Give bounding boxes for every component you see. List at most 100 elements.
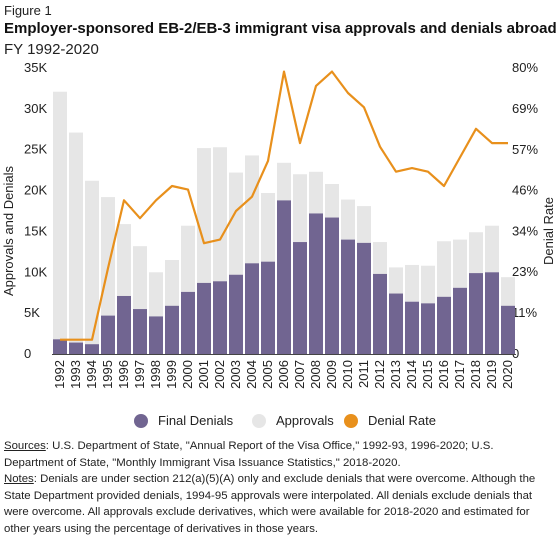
y-tick-label: 35K — [24, 60, 47, 75]
bar-approvals-1996 — [117, 224, 131, 296]
bar-approvals-2001 — [197, 148, 211, 283]
sources-note: Sources: U.S. Department of State, "Annu… — [4, 438, 556, 471]
bar-series — [53, 91, 515, 354]
bar-final-denials-2012 — [373, 273, 387, 354]
bar-final-denials-2013 — [389, 293, 403, 354]
x-tick-label: 1998 — [148, 360, 163, 389]
bar-final-denials-1998 — [149, 316, 163, 354]
right-axis-ticks: 0 11% 23% 34% 46% 57% 69% 80% — [512, 60, 538, 361]
bar-final-denials-2017 — [453, 287, 467, 354]
bar-approvals-2016 — [437, 241, 451, 297]
y2-axis-label: Denial Rate — [541, 197, 556, 265]
bar-approvals-1992 — [53, 91, 67, 340]
bar-final-denials-2004 — [245, 263, 259, 354]
x-tick-label: 2012 — [372, 360, 387, 389]
bar-approvals-1995 — [101, 197, 115, 316]
y2-tick-label: 69% — [512, 101, 538, 116]
bar-approvals-2006 — [277, 162, 291, 201]
x-tick-label: 2019 — [484, 360, 499, 389]
bar-approvals-1994 — [85, 180, 99, 345]
bar-final-denials-2007 — [293, 242, 307, 354]
bar-approvals-2020 — [501, 277, 515, 306]
x-tick-label: 1994 — [84, 360, 99, 389]
bar-final-denials-2015 — [421, 303, 435, 354]
legend-swatch-denial-rate — [344, 413, 358, 428]
y2-tick-label: 46% — [512, 183, 538, 198]
legend-swatch-approvals — [252, 413, 266, 428]
legend-item-final-denials: Final Denials — [134, 413, 233, 428]
bar-approvals-2010 — [341, 199, 355, 240]
bar-approvals-2012 — [373, 242, 387, 274]
bar-final-denials-2016 — [437, 296, 451, 354]
x-tick-label: 2003 — [228, 360, 243, 389]
bar-approvals-2011 — [357, 206, 371, 243]
x-tick-label: 1993 — [68, 360, 83, 389]
bar-approvals-2004 — [245, 155, 259, 264]
bar-final-denials-2003 — [229, 274, 243, 354]
sources-label: Sources — [4, 440, 46, 452]
bar-approvals-1998 — [149, 272, 163, 317]
bar-final-denials-2006 — [277, 200, 291, 354]
legend-swatch-final-denials — [134, 413, 148, 428]
y2-tick-label: 0 — [512, 346, 519, 361]
bar-final-denials-2020 — [501, 305, 515, 354]
x-tick-label: 1996 — [116, 360, 131, 389]
bar-approvals-2015 — [421, 265, 435, 304]
bar-approvals-2008 — [309, 171, 323, 214]
bar-final-denials-1994 — [85, 344, 99, 354]
notes-note: Notes: Denials are under section 212(a)(… — [4, 471, 556, 537]
x-tick-label: 2013 — [388, 360, 403, 389]
bar-final-denials-2010 — [341, 239, 355, 354]
x-tick-label: 1992 — [52, 360, 67, 389]
bar-final-denials-2011 — [357, 242, 371, 354]
bar-approvals-2007 — [293, 174, 307, 243]
y2-tick-label: 80% — [512, 60, 538, 75]
legend: Final Denials Approvals Denial Rate — [0, 411, 560, 431]
bar-final-denials-2001 — [197, 282, 211, 354]
line-denial-rate — [60, 70, 508, 341]
y-tick-label: 5K — [24, 305, 40, 320]
x-tick-label: 2008 — [308, 360, 323, 389]
chart-area: 0 5K 10K 15K 20K 25K 30K 35K 0 11% 23% 34% 46% 57% 69… — [1, 60, 556, 389]
x-tick-label: 1995 — [100, 360, 115, 389]
y2-tick-label: 34% — [512, 223, 538, 238]
bar-final-denials-1999 — [165, 305, 179, 354]
y-tick-label: 15K — [24, 223, 47, 238]
bar-final-denials-1997 — [133, 309, 147, 354]
notes-label: Notes — [4, 473, 34, 485]
legend-label: Denial Rate — [368, 413, 436, 428]
y-tick-label: 25K — [24, 142, 47, 157]
x-tick-label: 2020 — [500, 360, 515, 389]
bar-approvals-2000 — [181, 225, 195, 292]
notes-text: : Denials are under section 212(a)(5)(A)… — [4, 473, 536, 535]
legend-label: Final Denials — [158, 413, 234, 428]
x-tick-label: 2011 — [356, 360, 371, 388]
x-tick-label: 2001 — [196, 360, 211, 389]
x-tick-label: 2018 — [468, 360, 483, 389]
x-tick-label: 1997 — [132, 360, 147, 389]
legend-item-denial-rate: Denial Rate — [344, 413, 436, 428]
denial-rate-series — [59, 70, 509, 341]
bar-approvals-2003 — [229, 172, 243, 275]
bar-final-denials-2005 — [261, 261, 275, 354]
x-tick-label: 2014 — [404, 360, 419, 389]
x-tick-label: 2004 — [244, 360, 259, 389]
y2-tick-label: 23% — [512, 264, 538, 279]
x-tick-label: 2007 — [292, 360, 307, 389]
x-tick-label: 2009 — [324, 360, 339, 389]
bar-final-denials-1992 — [53, 339, 67, 354]
bar-approvals-1997 — [133, 246, 147, 310]
x-axis-ticks: 1992 1993 1994 1995 1996 1997 1998 1999 2000 2001… — [52, 360, 515, 389]
x-tick-label: 2000 — [180, 360, 195, 389]
bar-final-denials-2009 — [325, 217, 339, 354]
bar-final-denials-2018 — [469, 273, 483, 354]
bar-approvals-2018 — [469, 232, 483, 274]
bar-approvals-2017 — [453, 239, 467, 288]
bar-final-denials-1996 — [117, 295, 131, 354]
bar-final-denials-2019 — [485, 272, 499, 354]
x-tick-label: 2006 — [276, 360, 291, 389]
figure-label: Figure 1 — [4, 3, 52, 18]
y-tick-label: 30K — [24, 101, 47, 116]
bar-final-denials-2002 — [213, 281, 227, 354]
y-tick-label: 20K — [24, 183, 47, 198]
